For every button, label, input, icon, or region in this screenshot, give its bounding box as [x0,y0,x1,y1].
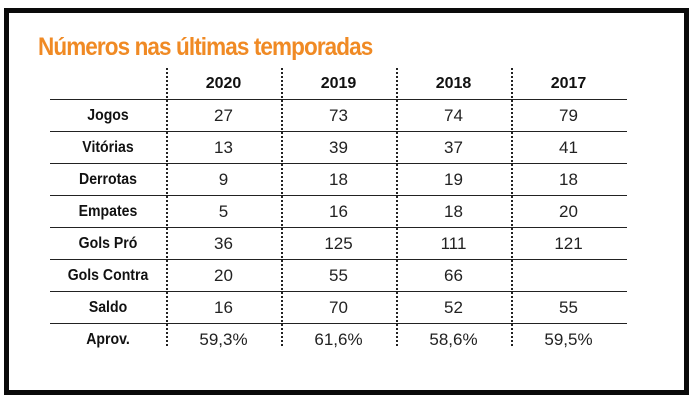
table-cell: 18 [444,201,463,221]
table-cell: 16 [329,201,348,221]
infographic-frame [4,8,689,395]
page-title: Números nas últimas temporadas [38,33,373,61]
column-divider [166,68,168,346]
row-label: Saldo [88,298,128,316]
table-row: Gols Pró 36 125 111 121 [50,227,627,259]
row-label: Jogos [87,106,129,124]
column-divider [281,68,283,346]
table-cell: 37 [444,137,463,157]
row-label: Gols Contra [67,266,149,284]
table-cell: 52 [444,297,463,317]
table-cell: 55 [329,265,348,285]
table-cell: 61,6% [314,329,363,349]
table-cell: 18 [329,169,348,189]
table-cell: 121 [554,233,583,253]
column-header-2020: 2020 [205,74,242,92]
table-cell: 70 [329,297,348,317]
table-row: Saldo 16 70 52 55 [50,291,627,323]
table-cell: 74 [444,105,463,125]
table-cell: 39 [329,137,348,157]
table-cell: 16 [214,297,233,317]
table-cell: 27 [214,105,233,125]
row-label: Empates [78,202,138,220]
table-cell: 13 [214,137,233,157]
table-cell: 58,6% [429,329,478,349]
table-cell: 79 [559,105,578,125]
table-cell: 18 [559,169,578,189]
table-cell: 41 [559,137,578,157]
table-row: Derrotas 9 18 19 18 [50,163,627,195]
table-cell: 19 [444,169,463,189]
row-label: Aprov. [86,330,130,348]
column-header-2018: 2018 [435,74,472,92]
table-row: Vitórias 13 39 37 41 [50,131,627,163]
table-cell: 20 [559,201,578,221]
row-label: Vitórias [82,138,134,156]
table-cell: 59,3% [199,329,248,349]
table-row: Gols Contra 20 55 66 [50,259,627,291]
table-header-row: 2020 2019 2018 2017 [50,68,627,99]
table-row: Jogos 27 73 74 79 [50,99,627,131]
table-cell: 66 [444,265,463,285]
column-divider [396,68,398,346]
table-cell: 111 [440,233,467,253]
table-cell: 20 [214,265,233,285]
column-header-2019: 2019 [320,74,357,92]
table-cell: 9 [218,169,229,189]
table-cell: 5 [218,201,229,221]
row-label: Gols Pró [78,234,138,252]
column-divider [511,68,513,346]
table-row: Empates 5 16 18 20 [50,195,627,227]
table-cell: 73 [329,105,348,125]
stats-table: 2020 2019 2018 2017 Jogos 27 73 74 79 Vitórias 13 3… [50,68,627,355]
column-header-2017: 2017 [550,74,587,92]
table-cell: 125 [324,233,353,253]
table-row: Aprov. 59,3% 61,6% 58,6% 59,5% [50,323,627,355]
table-cell: 55 [559,297,578,317]
table-cell: 36 [214,233,233,253]
row-label: Derrotas [79,170,137,188]
table-cell: 59,5% [544,329,593,349]
